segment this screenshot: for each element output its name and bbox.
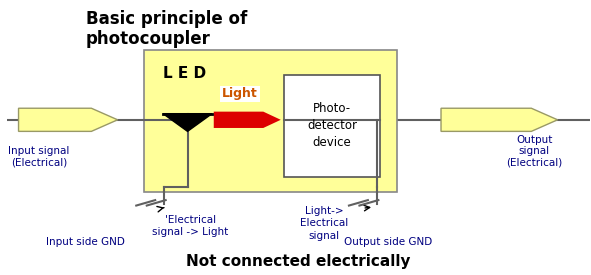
Text: Not connected electrically: Not connected electrically	[186, 254, 411, 269]
Polygon shape	[163, 114, 212, 131]
Text: Input signal
(Electrical): Input signal (Electrical)	[8, 146, 70, 167]
Text: Output side GND: Output side GND	[345, 237, 433, 247]
Text: Photo-
detector
device: Photo- detector device	[307, 102, 357, 149]
FancyArrow shape	[441, 108, 557, 131]
Text: Output
signal
(Electrical): Output signal (Electrical)	[506, 134, 563, 168]
Text: 'Electrical
signal -> Light: 'Electrical signal -> Light	[152, 215, 229, 237]
Bar	[284, 75, 380, 177]
FancyArrow shape	[214, 112, 281, 128]
Text: Light->
Electrical
signal: Light-> Electrical signal	[300, 206, 349, 241]
Text: L E D: L E D	[163, 66, 206, 81]
Bar	[144, 50, 397, 192]
FancyArrow shape	[18, 108, 118, 131]
Text: Input side GND: Input side GND	[46, 237, 125, 247]
Text: Light: Light	[222, 87, 258, 100]
Text: Basic principle of
photocoupler: Basic principle of photocoupler	[86, 10, 247, 48]
